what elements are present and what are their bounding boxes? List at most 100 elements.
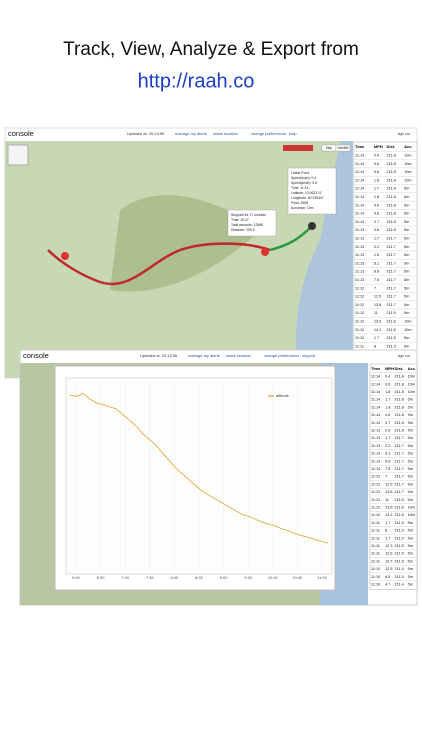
table-cell: 211.7 bbox=[387, 270, 396, 274]
table-cell: 11:12 bbox=[355, 286, 364, 290]
table-cell: 11:12 bbox=[371, 490, 380, 494]
table-cell: 11:10 bbox=[371, 582, 380, 586]
latest-marker[interactable] bbox=[308, 222, 316, 230]
table-cell: 5m bbox=[408, 398, 413, 402]
nav-link[interactable]: change preferences bbox=[264, 353, 299, 358]
table-header: Time bbox=[371, 366, 381, 371]
map-button-label[interactable]: Map bbox=[326, 146, 332, 150]
map-button-label[interactable]: Satellite bbox=[337, 146, 349, 150]
table-cell: 11:11 bbox=[371, 544, 380, 548]
table-cell: 6.8 bbox=[374, 270, 379, 274]
nav-link[interactable]: manage my alerts bbox=[175, 131, 207, 136]
x-tick-label: 9:30 bbox=[244, 575, 253, 580]
table-cell: 0.6 bbox=[385, 382, 390, 386]
popup-line: Longitude: 80.239447 bbox=[291, 196, 324, 200]
table-cell: 5m bbox=[404, 236, 409, 240]
table-cell: 5m bbox=[408, 482, 413, 486]
map-pan-control[interactable] bbox=[7, 144, 29, 166]
table-cell: 5m bbox=[408, 421, 413, 425]
table-cell: 11:14 bbox=[355, 153, 364, 157]
table-cell: 12.5 bbox=[385, 482, 392, 486]
table-cell: 0.6 bbox=[385, 428, 390, 432]
table-cell: 211.8 bbox=[387, 228, 396, 232]
table-cell: 5m bbox=[404, 212, 409, 216]
table-cell: 5m bbox=[408, 436, 413, 440]
x-tick-label: 6:30 bbox=[97, 575, 106, 580]
table-cell: 2.2 bbox=[385, 444, 390, 448]
table-cell: 1.5 bbox=[374, 253, 379, 257]
table-cell: 1.8 bbox=[385, 405, 390, 409]
brand: console bbox=[23, 351, 49, 360]
table-cell: 211.4 bbox=[395, 567, 404, 571]
table-cell: 211.4 bbox=[395, 575, 404, 579]
popup-line: Speed(km/h): 0.6 bbox=[291, 181, 317, 185]
nav-link[interactable]: change preferences bbox=[251, 131, 286, 136]
table-cell: 11 bbox=[385, 498, 389, 502]
table-cell: 211.7 bbox=[387, 261, 396, 265]
map-button[interactable] bbox=[335, 144, 351, 152]
sign-out[interactable]: sign out bbox=[398, 132, 410, 136]
table-cell: 12.7 bbox=[385, 559, 392, 563]
table-cell: 11:14 bbox=[371, 375, 380, 379]
table-cell: 211.7 bbox=[387, 278, 396, 282]
table-cell: 11:11 bbox=[371, 536, 380, 540]
table-cell: 11:14 bbox=[355, 170, 364, 174]
table-cell: 5m bbox=[408, 521, 413, 525]
nav-link[interactable]: manage my alerts bbox=[188, 353, 220, 358]
table-cell: 0.6 bbox=[374, 228, 379, 232]
table-cell: 13.6 bbox=[385, 505, 392, 509]
stop-marker[interactable] bbox=[261, 248, 269, 256]
table-cell: 211.8 bbox=[395, 405, 404, 409]
table-cell: 5m bbox=[408, 405, 413, 409]
table-cell: 11:11 bbox=[371, 559, 380, 563]
table-cell: 211.8 bbox=[395, 428, 404, 432]
table-cell: 5m bbox=[404, 245, 409, 249]
table-cell: 211.7 bbox=[395, 452, 404, 456]
table-cell: 11:14 bbox=[371, 398, 380, 402]
table-header: MPH bbox=[374, 144, 383, 149]
table-cell: 13.8 bbox=[374, 303, 381, 307]
nav-link[interactable]: help bbox=[289, 131, 297, 136]
table-cell: 211.6 bbox=[387, 311, 396, 315]
altitude-line bbox=[69, 392, 329, 544]
nav-link[interactable]: share location bbox=[226, 353, 251, 358]
map-toolbar[interactable] bbox=[283, 145, 313, 151]
table-cell: 14.1 bbox=[385, 513, 392, 517]
x-tick-label: 10:30 bbox=[292, 575, 303, 580]
table-cell: 5m bbox=[404, 270, 409, 274]
link[interactable]: http://raah.co bbox=[138, 70, 255, 92]
table-cell: 11:13 bbox=[371, 452, 380, 456]
table-cell: 12.5 bbox=[385, 552, 392, 556]
window-2 bbox=[19, 349, 418, 606]
table-cell: 11:12 bbox=[355, 303, 364, 307]
table-cell: 10m bbox=[404, 170, 411, 174]
table-cell: 11:14 bbox=[355, 178, 364, 182]
window-1-content: console Updated at: 20:13:56 manage my ale… bbox=[8, 129, 418, 361]
table-cell: 211.8 bbox=[387, 220, 396, 224]
table-cell: 11:12 bbox=[371, 513, 380, 517]
stop-marker[interactable] bbox=[61, 252, 69, 260]
table-cell: 12.3 bbox=[385, 544, 392, 548]
table-cell: 5m bbox=[404, 228, 409, 232]
nav-link[interactable]: share location bbox=[213, 131, 238, 136]
table-header: MPH bbox=[385, 366, 394, 371]
sign-out[interactable]: sign out bbox=[398, 354, 410, 358]
table-cell: 211.8 bbox=[387, 162, 396, 166]
table-cell: 11:12 bbox=[371, 482, 380, 486]
table-cell: 10m bbox=[404, 162, 411, 166]
table-cell: 10m bbox=[404, 319, 411, 323]
table-cell: 211.7 bbox=[395, 490, 404, 494]
table-cell: 5m bbox=[404, 295, 409, 299]
table-cell: 211.7 bbox=[395, 436, 404, 440]
table-cell: 5m bbox=[408, 536, 413, 540]
table-cell: 7 bbox=[374, 286, 376, 290]
x-tick-label: 8:30 bbox=[195, 575, 204, 580]
table-cell: 211.8 bbox=[395, 421, 404, 425]
table-cell: 4.7 bbox=[385, 582, 390, 586]
table-cell: 211.6 bbox=[395, 513, 404, 517]
table-cell: 211.8 bbox=[387, 203, 396, 207]
table-cell: 211.6 bbox=[395, 505, 404, 509]
nav-link[interactable]: support bbox=[302, 353, 316, 358]
table-cell: 5m bbox=[408, 459, 413, 463]
table-cell: 11:14 bbox=[371, 421, 380, 425]
